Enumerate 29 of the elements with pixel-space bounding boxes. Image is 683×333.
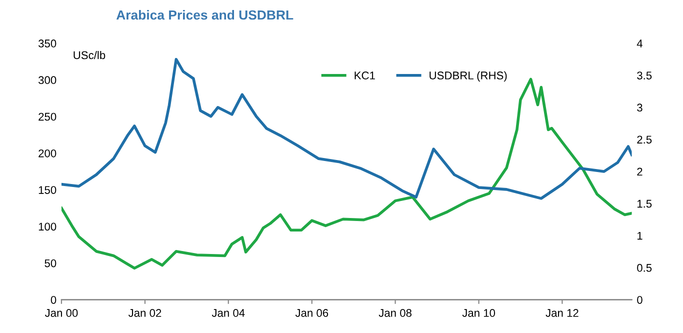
y2-tick-label: 0: [637, 296, 642, 304]
x-tick-label: Jan 04: [212, 309, 245, 317]
y2-tick-label: 2.5: [637, 136, 652, 144]
y-tick-label: 50: [44, 259, 56, 268]
x-tick-label: Jan 12: [546, 309, 578, 317]
y2-tick-label: 3.5: [637, 72, 652, 80]
y2-tick-label: 1.5: [637, 200, 652, 208]
x-tick-label: Jan 00: [44, 309, 78, 317]
x-tick-label: Jan 02: [128, 309, 162, 317]
y-tick-label: 300: [38, 76, 56, 84]
y-tick-label: 150: [38, 186, 56, 194]
legend-label: USDBRL (RHS): [430, 71, 507, 82]
y-tick-label: 250: [38, 112, 56, 121]
chart-title: Arabica Prices and USDBRL: [116, 10, 294, 20]
y-axis-title: USc/lb: [74, 50, 106, 60]
x-tick-label: Jan 10: [462, 309, 496, 317]
line-series: [61, 58, 632, 200]
x-tick-label: Jan 06: [295, 309, 328, 317]
y-tick-label: 100: [38, 222, 56, 231]
y-tick-label: 350: [38, 40, 56, 48]
y-tick-label: 200: [38, 149, 56, 158]
x-tick-label: Jan 08: [378, 309, 412, 317]
y2-tick-label: 0.5: [637, 264, 652, 272]
y2-tick-label: 2: [637, 168, 642, 176]
y-tick-label: 0: [50, 296, 56, 304]
legend-label: KC1: [354, 72, 375, 80]
y2-tick-label: 4: [636, 40, 642, 48]
y2-tick-label: 1: [637, 232, 642, 240]
y2-tick-label: 3: [637, 104, 642, 112]
